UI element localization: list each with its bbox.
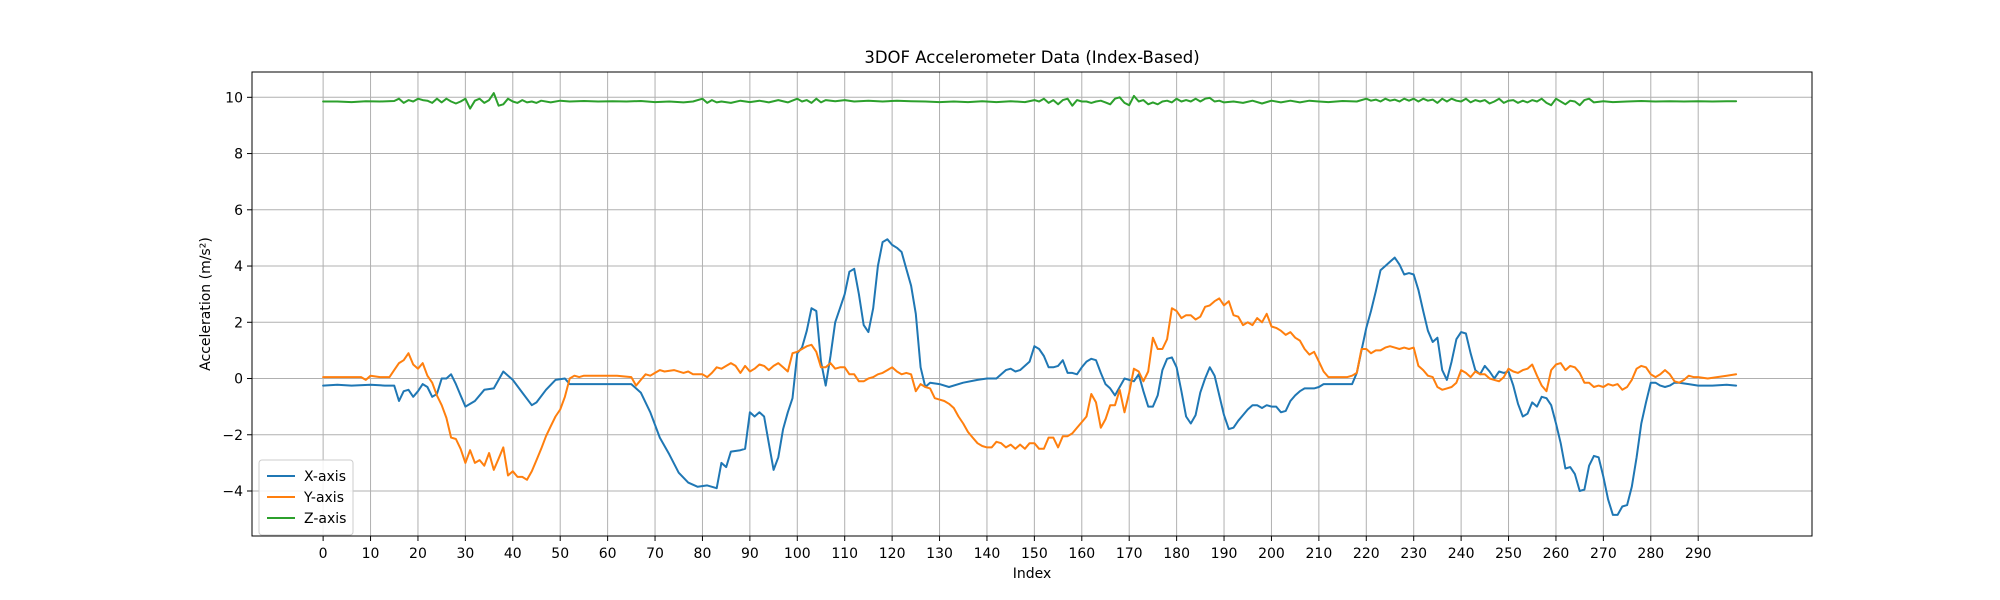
x-tick-label: 140 xyxy=(974,546,1001,562)
x-tick-label: 250 xyxy=(1495,546,1522,562)
x-tick-label: 100 xyxy=(784,546,811,562)
x-tick-label: 280 xyxy=(1637,546,1664,562)
legend-box xyxy=(258,459,354,536)
x-tick-label: 20 xyxy=(409,546,427,562)
x-tick-label: 60 xyxy=(599,546,617,562)
x-tick-label: 170 xyxy=(1116,546,1143,562)
x-tick-label: 120 xyxy=(879,546,906,562)
x-tick-label: 230 xyxy=(1400,546,1427,562)
x-tick-label: 80 xyxy=(694,546,712,562)
x-tick-label: 150 xyxy=(1021,546,1048,562)
x-tick-label: 180 xyxy=(1163,546,1190,562)
legend-label: X-axis xyxy=(304,469,346,485)
x-axis-label: Index xyxy=(1013,566,1052,582)
y-axis-label: Acceleration (m/s²) xyxy=(198,237,214,371)
y-tick-label: 10 xyxy=(225,90,243,106)
x-tick-label: 290 xyxy=(1685,546,1712,562)
series-line-z-axis xyxy=(322,92,1738,110)
y-tick-label: 6 xyxy=(234,203,243,219)
x-tick-label: 190 xyxy=(1211,546,1238,562)
y-tick-label: 8 xyxy=(234,147,243,163)
grid xyxy=(252,72,1812,536)
series-lines xyxy=(322,92,1738,516)
series-line-x-axis xyxy=(322,238,1738,516)
legend: X-axis Y-axis Z-axis xyxy=(258,459,354,536)
y-tick-label: −2 xyxy=(222,428,243,444)
y-tick-label: 4 xyxy=(234,259,243,275)
x-tick-label: 200 xyxy=(1258,546,1285,562)
x-tick-label: 220 xyxy=(1353,546,1380,562)
y-tick-label: −4 xyxy=(222,484,243,500)
x-tick-label: 10 xyxy=(362,546,380,562)
x-tick-label: 70 xyxy=(646,546,664,562)
legend-label: Y-axis xyxy=(303,490,344,506)
legend-label: Z-axis xyxy=(304,511,346,527)
series-line-y-axis xyxy=(322,297,1738,481)
x-tick-label: 130 xyxy=(926,546,953,562)
plot-frame xyxy=(251,71,1813,537)
x-tick-label: 0 xyxy=(319,546,328,562)
y-tick-label: 2 xyxy=(234,315,243,331)
x-tick-label: 90 xyxy=(741,546,759,562)
x-tick-label: 50 xyxy=(551,546,569,562)
x-tick-label: 260 xyxy=(1543,546,1570,562)
x-tick-label: 30 xyxy=(456,546,474,562)
axis-ticks: 0 10 20 30 40 50 60 70 80 90 100 110 120 130 140 150 160… xyxy=(222,90,1711,562)
chart-title: 3DOF Accelerometer Data (Index-Based) xyxy=(864,48,1199,67)
x-tick-label: 160 xyxy=(1068,546,1095,562)
x-tick-label: 110 xyxy=(831,546,858,562)
x-tick-label: 40 xyxy=(504,546,522,562)
x-tick-label: 210 xyxy=(1306,546,1333,562)
x-tick-label: 270 xyxy=(1590,546,1617,562)
y-tick-label: 0 xyxy=(234,372,243,388)
x-tick-label: 240 xyxy=(1448,546,1475,562)
